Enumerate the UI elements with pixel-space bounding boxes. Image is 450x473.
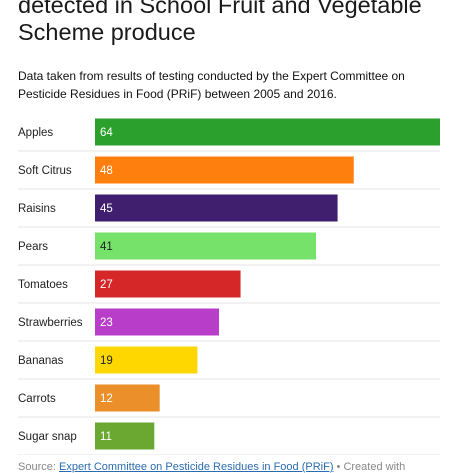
value-label: 45 bbox=[100, 203, 113, 215]
category-label: Raisins bbox=[18, 203, 56, 215]
value-label: 64 bbox=[100, 127, 113, 139]
value-label: 12 bbox=[100, 393, 113, 405]
value-label: 19 bbox=[100, 355, 113, 367]
bar bbox=[95, 194, 338, 222]
bar bbox=[95, 118, 440, 146]
category-label: Soft Citrus bbox=[18, 165, 72, 177]
value-label: 48 bbox=[100, 165, 113, 177]
category-label: Strawberries bbox=[18, 317, 83, 329]
bar bbox=[95, 346, 198, 374]
bar bbox=[95, 156, 354, 184]
value-label: 23 bbox=[100, 317, 113, 329]
bar bbox=[95, 308, 219, 336]
category-label: Tomatoes bbox=[18, 279, 68, 291]
bar bbox=[95, 270, 241, 298]
category-label: Carrots bbox=[18, 393, 56, 405]
source-note: Source: Expert Committee on Pesticide Re… bbox=[18, 461, 405, 473]
category-label: Bananas bbox=[18, 355, 64, 367]
value-label: 11 bbox=[100, 431, 112, 443]
bar bbox=[95, 232, 317, 260]
category-label: Sugar snap bbox=[18, 431, 77, 443]
source-prefix: Source: bbox=[18, 461, 56, 473]
value-label: 41 bbox=[100, 241, 113, 253]
source-suffix: • Created with bbox=[336, 461, 406, 473]
chart-subtitle: Data taken from results of testing condu… bbox=[18, 69, 405, 101]
value-label: 27 bbox=[100, 279, 113, 291]
bar bbox=[95, 384, 160, 412]
source-link[interactable]: Expert Committee on Pesticide Residues i… bbox=[58, 461, 334, 473]
category-label: Pears bbox=[18, 241, 48, 253]
bar bbox=[95, 422, 155, 450]
bar-chart: Apples 64 Soft Citrus 48 Raisins 45 Pears 41 Tom… bbox=[18, 118, 440, 455]
chart-title: detected in School Fruit and Vegetable S… bbox=[18, 0, 422, 45]
category-label: Apples bbox=[18, 127, 53, 139]
